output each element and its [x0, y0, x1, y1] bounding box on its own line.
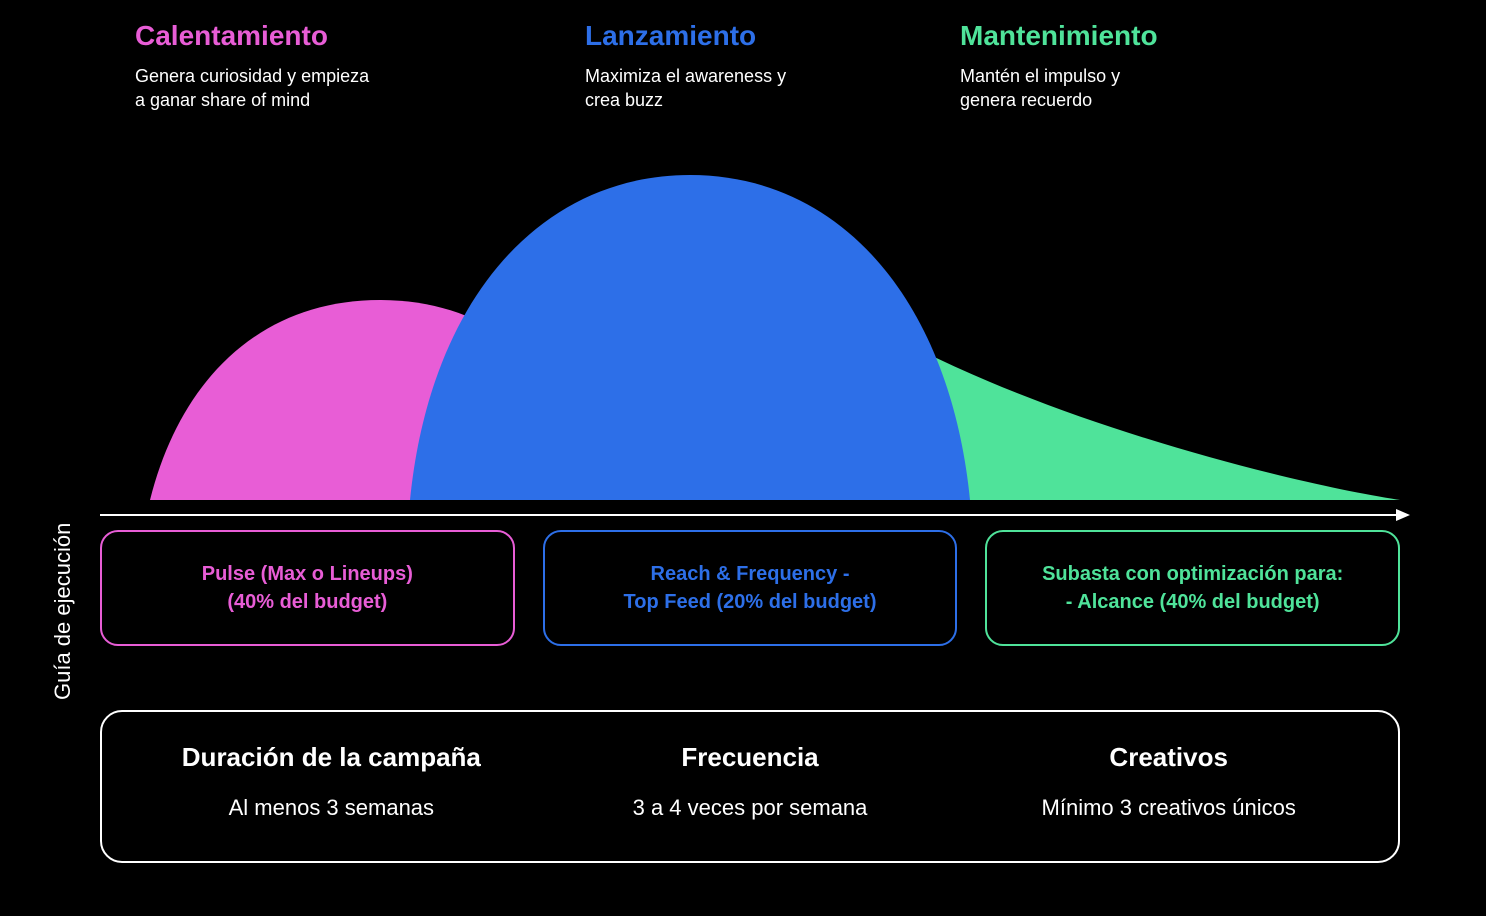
- side-label: Guía de ejecución: [50, 523, 76, 700]
- execution-guide-box: Duración de la campaña Al menos 3 semana…: [100, 710, 1400, 863]
- guide-title: Duración de la campaña: [122, 742, 541, 773]
- phase-header-mantenimiento: Mantenimiento Mantén el impulso y genera…: [960, 20, 1360, 113]
- phase-curves-chart: [100, 170, 1400, 500]
- phase-desc: Mantén el impulso y genera recuerdo: [960, 64, 1360, 113]
- guide-title: Creativos: [959, 742, 1378, 773]
- phase-box-calentamiento: Pulse (Max o Lineups) (40% del budget): [100, 530, 515, 646]
- arrowhead-icon: [1396, 509, 1410, 521]
- phase-desc: Maximiza el awareness y crea buzz: [585, 64, 985, 113]
- phase-title: Calentamiento: [135, 20, 555, 52]
- guide-title: Frecuencia: [541, 742, 960, 773]
- guide-value: 3 a 4 veces por semana: [541, 795, 960, 821]
- phase-box-lanzamiento: Reach & Frequency - Top Feed (20% del bu…: [543, 530, 958, 646]
- guide-value: Mínimo 3 creativos únicos: [959, 795, 1378, 821]
- guide-col-duracion: Duración de la campaña Al menos 3 semana…: [122, 742, 541, 821]
- phase-header-lanzamiento: Lanzamiento Maximiza el awareness y crea…: [585, 20, 985, 113]
- lanzamiento-curve: [410, 175, 970, 500]
- phase-boxes-row: Pulse (Max o Lineups) (40% del budget) R…: [100, 530, 1400, 646]
- phase-header-calentamiento: Calentamiento Genera curiosidad y empiez…: [135, 20, 555, 113]
- phase-title: Mantenimiento: [960, 20, 1360, 52]
- guide-col-creativos: Creativos Mínimo 3 creativos únicos: [959, 742, 1378, 821]
- phase-headers: Calentamiento Genera curiosidad y empiez…: [100, 0, 1450, 140]
- timeline-axis-arrow: [100, 505, 1410, 525]
- phase-desc: Genera curiosidad y empieza a ganar shar…: [135, 64, 555, 113]
- guide-col-frecuencia: Frecuencia 3 a 4 veces por semana: [541, 742, 960, 821]
- phase-box-mantenimiento: Subasta con optimización para: - Alcance…: [985, 530, 1400, 646]
- phase-title: Lanzamiento: [585, 20, 985, 52]
- main-container: Calentamiento Genera curiosidad y empiez…: [100, 0, 1450, 916]
- guide-value: Al menos 3 semanas: [122, 795, 541, 821]
